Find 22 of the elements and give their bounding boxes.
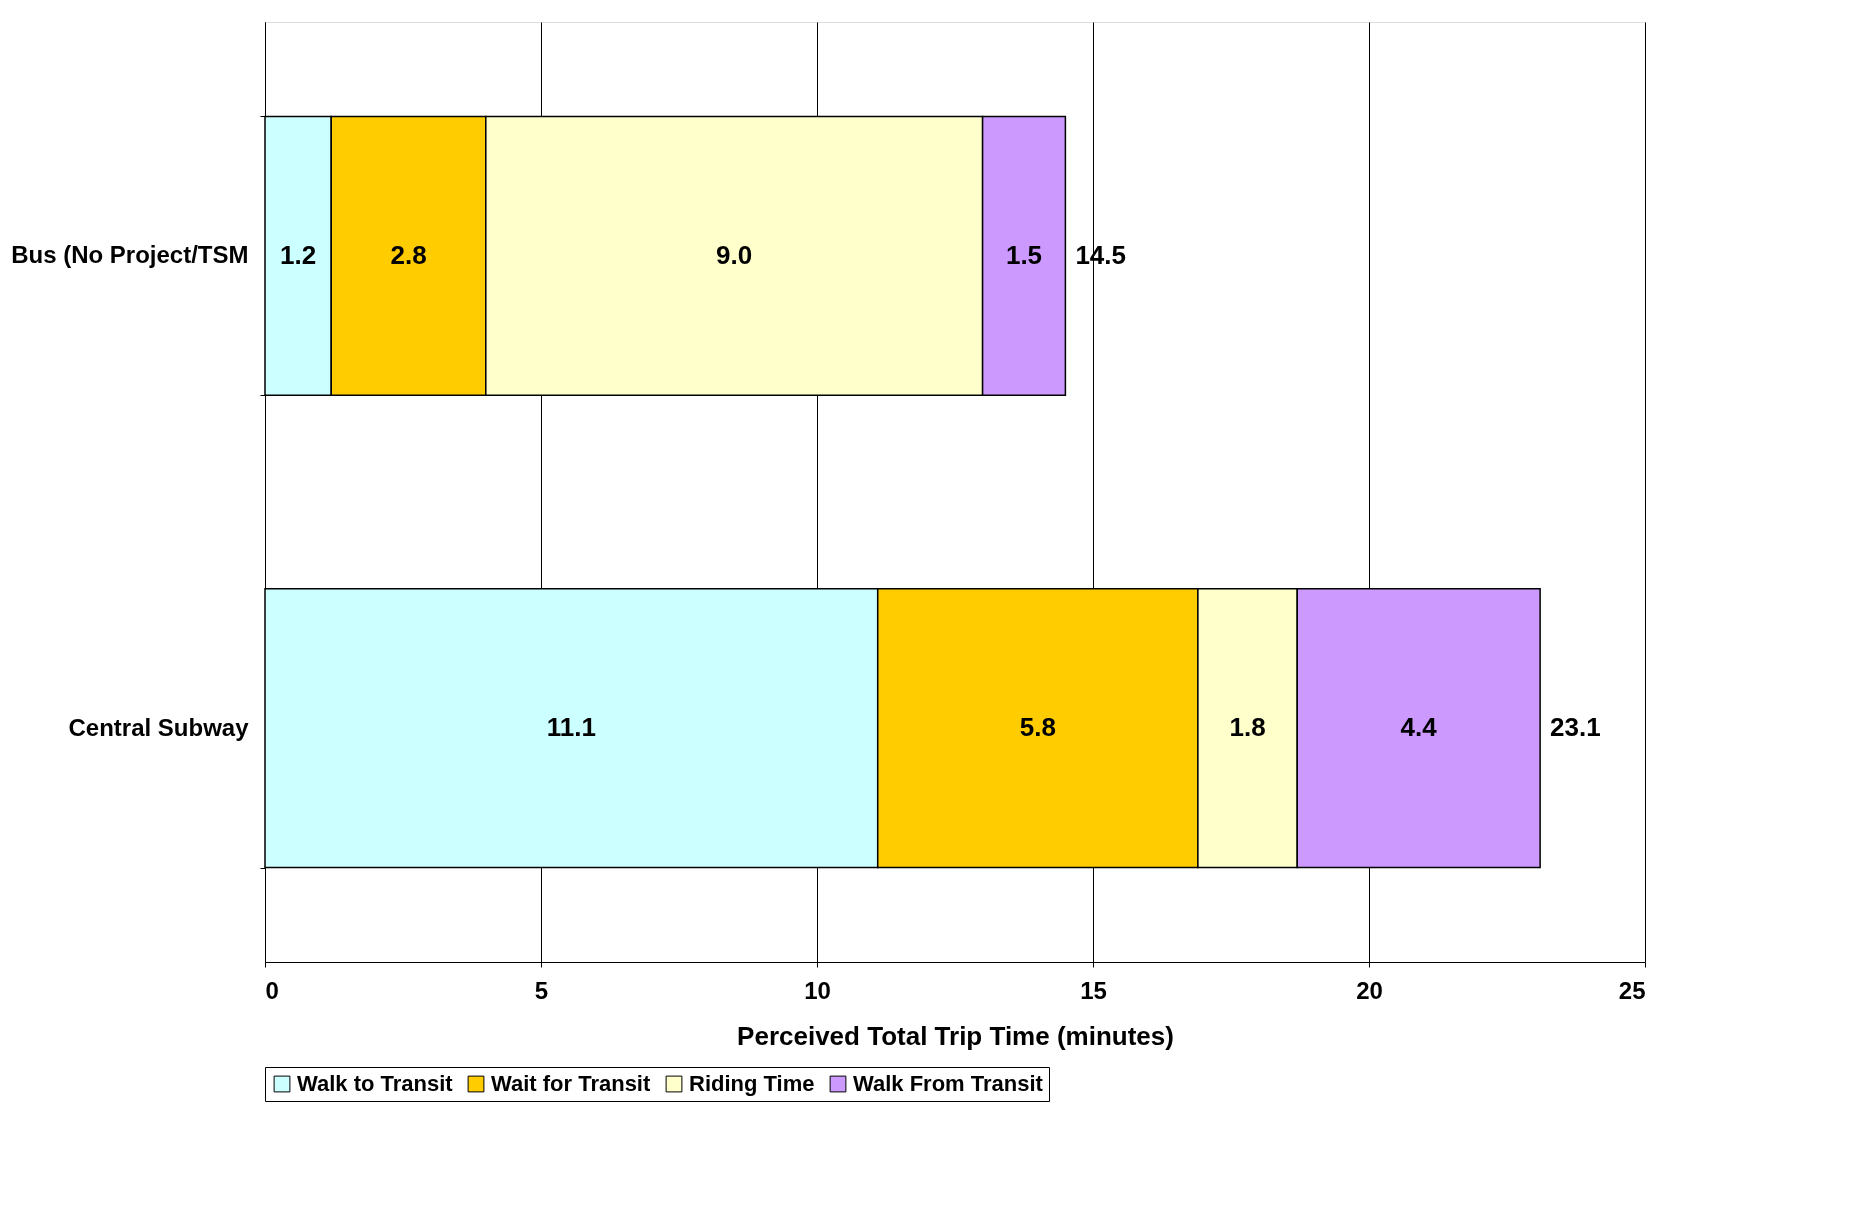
x-tick-label: 20 (1356, 976, 1383, 1004)
x-axis-title: Perceived Total Trip Time (minutes) (737, 1020, 1174, 1051)
x-tick-label: 10 (804, 976, 831, 1004)
legend-label: Walk From Transit (853, 1071, 1044, 1096)
legend-label: Walk to Transit (297, 1071, 454, 1096)
y-tick-label: Central Subway (68, 713, 250, 741)
x-tick-label: 15 (1080, 976, 1107, 1004)
x-tick-label: 0 (265, 976, 279, 1004)
x-tick-label: 5 (534, 976, 549, 1004)
data-label: 4.4 (1400, 712, 1438, 743)
total-label: 23.1 (1550, 712, 1601, 743)
data-label: 1.8 (1229, 712, 1266, 743)
data-label: 11.1 (546, 712, 596, 743)
data-label: 1.5 (1005, 239, 1043, 270)
data-label: 9.0 (716, 239, 753, 270)
x-tick-label: 25 (1618, 976, 1646, 1004)
data-label: 1.2 (280, 239, 317, 270)
legend-label: Riding Time (689, 1071, 815, 1096)
y-tick-label: Bus (No Project/TSM (11, 241, 249, 269)
data-label: 2.8 (390, 239, 427, 270)
legend-label: Wait for Transit (491, 1071, 651, 1096)
data-label: 5.8 (1019, 712, 1056, 743)
